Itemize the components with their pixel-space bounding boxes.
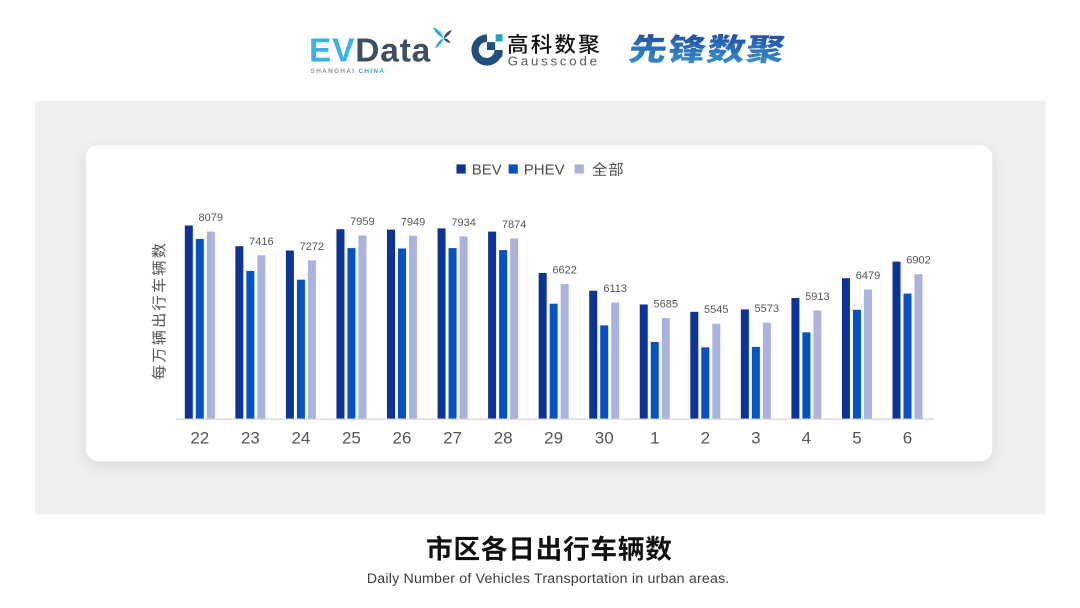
svg-text:27: 27 — [443, 429, 462, 448]
svg-text:22: 22 — [190, 429, 209, 448]
svg-text:25: 25 — [342, 429, 361, 448]
svg-text:6113: 6113 — [603, 283, 627, 295]
svg-text:EVData: EVData — [309, 33, 431, 70]
svg-text:5685: 5685 — [654, 299, 678, 311]
svg-text:5913: 5913 — [805, 291, 829, 303]
svg-text:26: 26 — [393, 429, 412, 448]
svg-text:2: 2 — [701, 429, 710, 448]
svg-text:3: 3 — [751, 429, 760, 448]
svg-text:24: 24 — [291, 429, 310, 448]
svg-text:Daily Number of Vehicles Trans: Daily Number of Vehicles Transportation … — [367, 571, 730, 587]
svg-text:6622: 6622 — [552, 265, 576, 277]
svg-text:28: 28 — [494, 429, 513, 448]
svg-text:23: 23 — [241, 429, 260, 448]
svg-text:7416: 7416 — [249, 236, 273, 248]
svg-text:6: 6 — [903, 429, 912, 448]
svg-text:7959: 7959 — [350, 216, 374, 228]
svg-text:7949: 7949 — [401, 216, 425, 228]
svg-text:Gausscode: Gausscode — [508, 54, 600, 69]
svg-text:1: 1 — [650, 429, 659, 448]
svg-text:6479: 6479 — [856, 270, 880, 282]
svg-text:5: 5 — [852, 429, 861, 448]
svg-text:7272: 7272 — [300, 241, 324, 253]
svg-text:5573: 5573 — [755, 303, 779, 315]
svg-text:PHEV: PHEV — [524, 161, 565, 178]
svg-text:6902: 6902 — [906, 255, 930, 267]
svg-text:4: 4 — [802, 429, 811, 448]
svg-text:30: 30 — [595, 429, 614, 448]
svg-text:7874: 7874 — [502, 219, 526, 231]
svg-text:29: 29 — [544, 429, 563, 448]
svg-text:BEV: BEV — [472, 161, 502, 178]
svg-text:7934: 7934 — [451, 217, 475, 229]
svg-text:SHANGHAI CHINA: SHANGHAI CHINA — [311, 68, 386, 75]
svg-text:8079: 8079 — [199, 212, 223, 224]
svg-text:5545: 5545 — [704, 304, 728, 316]
